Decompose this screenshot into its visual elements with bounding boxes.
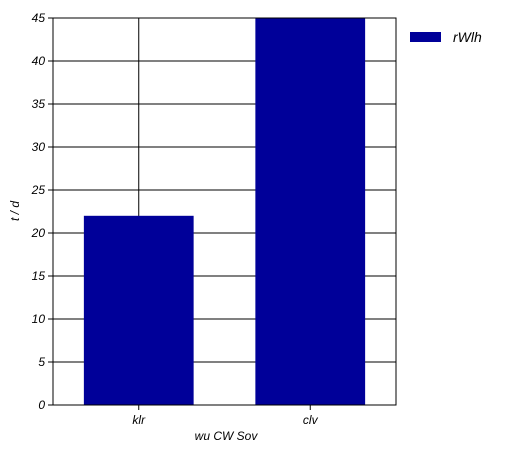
y-tick-label: 30 [32, 140, 46, 154]
y-axis-ticks: 0 5 10 15 20 25 30 35 40 45 [31, 11, 53, 412]
y-tick-label: 35 [32, 97, 46, 111]
bar-klr [83, 215, 194, 405]
x-axis-title: wu CW Sov [195, 429, 259, 443]
legend: rWlh [410, 29, 482, 45]
y-tick-label: 25 [31, 183, 46, 197]
plot-area-frame [52, 17, 397, 406]
y-tick-label: 0 [38, 398, 45, 412]
y-axis-title: t / d [8, 201, 22, 221]
x-tick-label: klr [132, 413, 146, 427]
bar-clv [255, 18, 366, 405]
y-tick-label: 10 [32, 312, 46, 326]
y-tick-label: 20 [31, 226, 46, 240]
y-tick-label: 45 [32, 11, 46, 25]
bars [83, 18, 366, 405]
y-tick-label: 40 [32, 54, 46, 68]
y-tick-label: 5 [38, 355, 45, 369]
legend-swatch [410, 32, 441, 42]
x-axis-ticks: klr clv [132, 405, 319, 427]
y-tick-label: 15 [32, 269, 46, 283]
x-tick-label: clv [303, 413, 319, 427]
legend-label: rWlh [453, 29, 482, 45]
